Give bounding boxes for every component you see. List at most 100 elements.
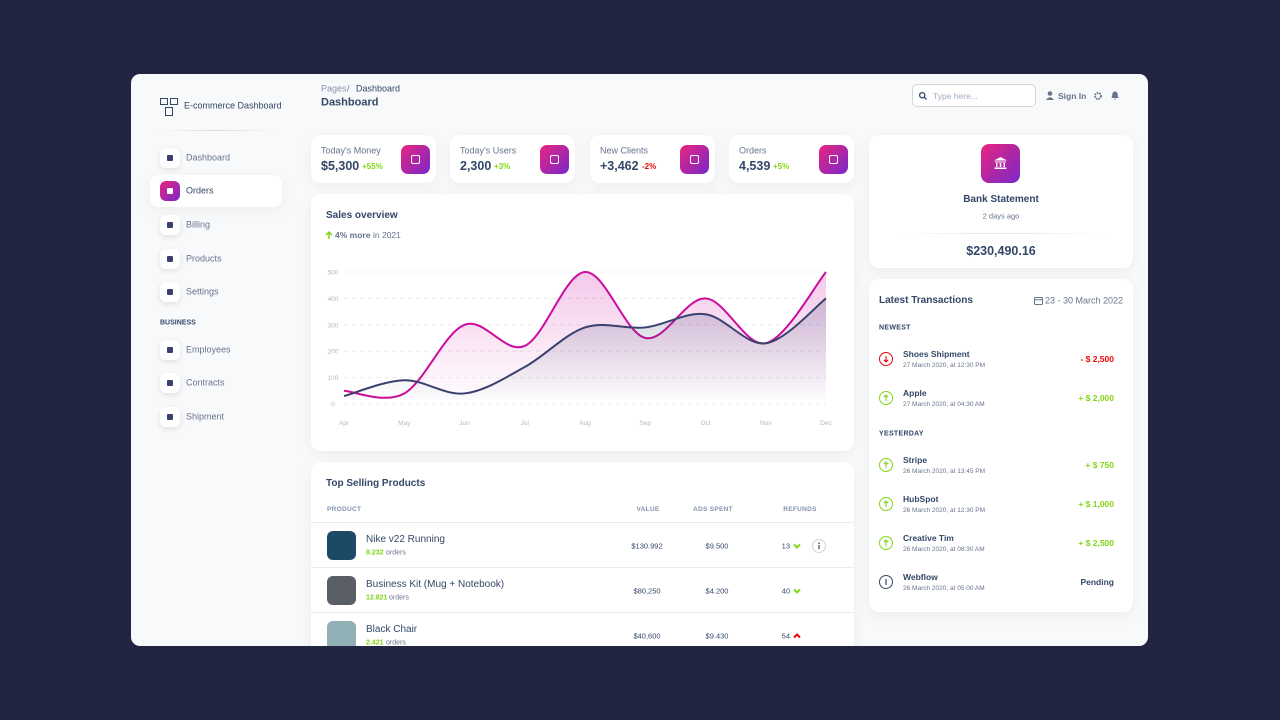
transaction-name: Shoes Shipment bbox=[903, 348, 970, 359]
bank-time: 2 days ago bbox=[982, 211, 1020, 221]
stat-icon-glyph bbox=[690, 155, 699, 164]
nav-icon bbox=[160, 215, 180, 235]
transaction-date: 26 March 2020, at 12:30 PM bbox=[903, 506, 986, 514]
product-value: $40,600 bbox=[633, 631, 661, 641]
notification-icon bbox=[1111, 91, 1119, 100]
y-tick-label: 500 bbox=[328, 270, 339, 277]
transaction-name: Webflow bbox=[903, 571, 938, 582]
icon-ring bbox=[879, 391, 893, 405]
transaction-date: 26 March 2020, at 13:45 PM bbox=[903, 467, 986, 475]
stat-value: 2,300 bbox=[460, 158, 492, 173]
page-title: Dashboard bbox=[321, 96, 379, 109]
product-orders: 2.421 bbox=[366, 639, 384, 647]
nav-label[interactable]: Shipment bbox=[186, 411, 225, 422]
icon-ring bbox=[879, 575, 893, 589]
nav-label[interactable]: Dashboard bbox=[186, 152, 231, 163]
transaction-name: HubSpot bbox=[903, 493, 939, 504]
transactions-title: Latest Transactions bbox=[879, 295, 973, 306]
stat-value: $5,300 bbox=[321, 158, 360, 173]
stat-change: +55% bbox=[362, 162, 383, 171]
nav-label[interactable]: Billing bbox=[186, 219, 211, 230]
y-tick-label: 300 bbox=[328, 322, 339, 329]
user-glyph bbox=[1047, 91, 1053, 96]
stat-icon-glyph bbox=[411, 155, 420, 164]
transaction-amount: + $ 2,500 bbox=[1078, 537, 1114, 548]
product-orders-unit: orders bbox=[386, 639, 406, 647]
transactions-date-range: 23 - 30 March 2022 bbox=[1044, 295, 1123, 306]
x-tick-label: Nov bbox=[760, 420, 772, 427]
group-label: NEWEST bbox=[879, 324, 911, 332]
search-placeholder: Type here... bbox=[933, 90, 978, 101]
transaction-name: Creative Tim bbox=[903, 532, 954, 543]
nav-label[interactable]: Employees bbox=[186, 344, 231, 355]
sign-in[interactable]: Sign In bbox=[1058, 90, 1087, 101]
calendar-icon bbox=[1034, 297, 1043, 305]
search-icon bbox=[918, 91, 927, 100]
user-glyph bbox=[1046, 97, 1054, 100]
nav-icon bbox=[160, 181, 180, 201]
transaction-icon bbox=[879, 497, 893, 511]
nav-icon bbox=[160, 282, 180, 302]
product-ads-spent: $4.200 bbox=[705, 586, 729, 596]
transaction-name: Apple bbox=[903, 387, 927, 398]
info-glyph bbox=[818, 542, 820, 544]
row-divider bbox=[311, 567, 854, 568]
x-tick-label: Aug bbox=[579, 420, 591, 427]
nav-icon bbox=[160, 148, 180, 168]
table-header: ADS SPENT bbox=[693, 505, 733, 513]
nav-glyph bbox=[167, 256, 173, 262]
table-header: VALUE bbox=[636, 505, 660, 513]
nav-label[interactable]: Orders bbox=[186, 185, 214, 196]
product-name: Business Kit (Mug + Notebook) bbox=[366, 579, 505, 590]
transaction-icon bbox=[879, 352, 893, 366]
breadcrumb-parent[interactable]: Pages bbox=[321, 83, 347, 94]
stat-icon bbox=[401, 145, 430, 174]
table-header: PRODUCT bbox=[327, 505, 362, 513]
product-image bbox=[327, 576, 356, 605]
nav-glyph bbox=[167, 222, 173, 228]
x-tick-label: May bbox=[398, 420, 411, 427]
nav-label[interactable]: Contracts bbox=[186, 377, 225, 388]
table-header: REFUNDS bbox=[783, 505, 817, 513]
icon-glyph bbox=[883, 539, 889, 546]
breadcrumb-separator: / bbox=[347, 83, 350, 94]
x-tick-label: Sep bbox=[639, 420, 651, 427]
gear-glyph bbox=[1094, 92, 1102, 100]
search-box[interactable] bbox=[912, 84, 1036, 107]
x-tick-label: Jun bbox=[459, 420, 470, 427]
icon-ring bbox=[879, 458, 893, 472]
chevron bbox=[793, 588, 801, 594]
transactions-card bbox=[869, 279, 1133, 612]
product-value: $80,250 bbox=[633, 586, 661, 596]
y-tick-label: 100 bbox=[328, 375, 339, 382]
info-button[interactable] bbox=[812, 539, 826, 553]
icon-glyph bbox=[883, 394, 889, 401]
user-icon bbox=[1046, 91, 1054, 100]
dashboard-window: E-commerce Dashboard Dashboard Orders Billi… bbox=[131, 74, 1148, 646]
product-refunds: 40 bbox=[781, 586, 790, 596]
refund-trend-icon bbox=[793, 633, 801, 639]
line-area bbox=[344, 298, 826, 404]
trend-glyph bbox=[325, 230, 333, 239]
nav-label[interactable]: Settings bbox=[186, 286, 219, 297]
product-orders: 8.232 bbox=[366, 549, 384, 557]
x-tick-label: Apr bbox=[339, 420, 350, 427]
nav-section-label: BUSINESS bbox=[160, 319, 196, 327]
refund-trend-icon bbox=[793, 588, 801, 594]
stat-value: 4,539 bbox=[739, 158, 771, 173]
product-orders: 12.821 bbox=[366, 594, 388, 602]
product-name: Black Chair bbox=[366, 624, 418, 635]
calendar-glyph bbox=[1034, 297, 1043, 305]
nav-label[interactable]: Products bbox=[186, 253, 222, 264]
nav-icon bbox=[160, 373, 180, 393]
transaction-amount: + $ 750 bbox=[1085, 459, 1114, 470]
stat-icon bbox=[540, 145, 569, 174]
product-image bbox=[327, 621, 356, 646]
nav-glyph bbox=[167, 347, 173, 353]
icon-ring bbox=[879, 497, 893, 511]
stat-icon-glyph bbox=[550, 155, 559, 164]
breadcrumb-current: Dashboard bbox=[356, 83, 401, 94]
row-divider bbox=[311, 612, 854, 613]
sidebar-divider bbox=[158, 130, 276, 131]
stat-label: New Clients bbox=[600, 145, 649, 156]
